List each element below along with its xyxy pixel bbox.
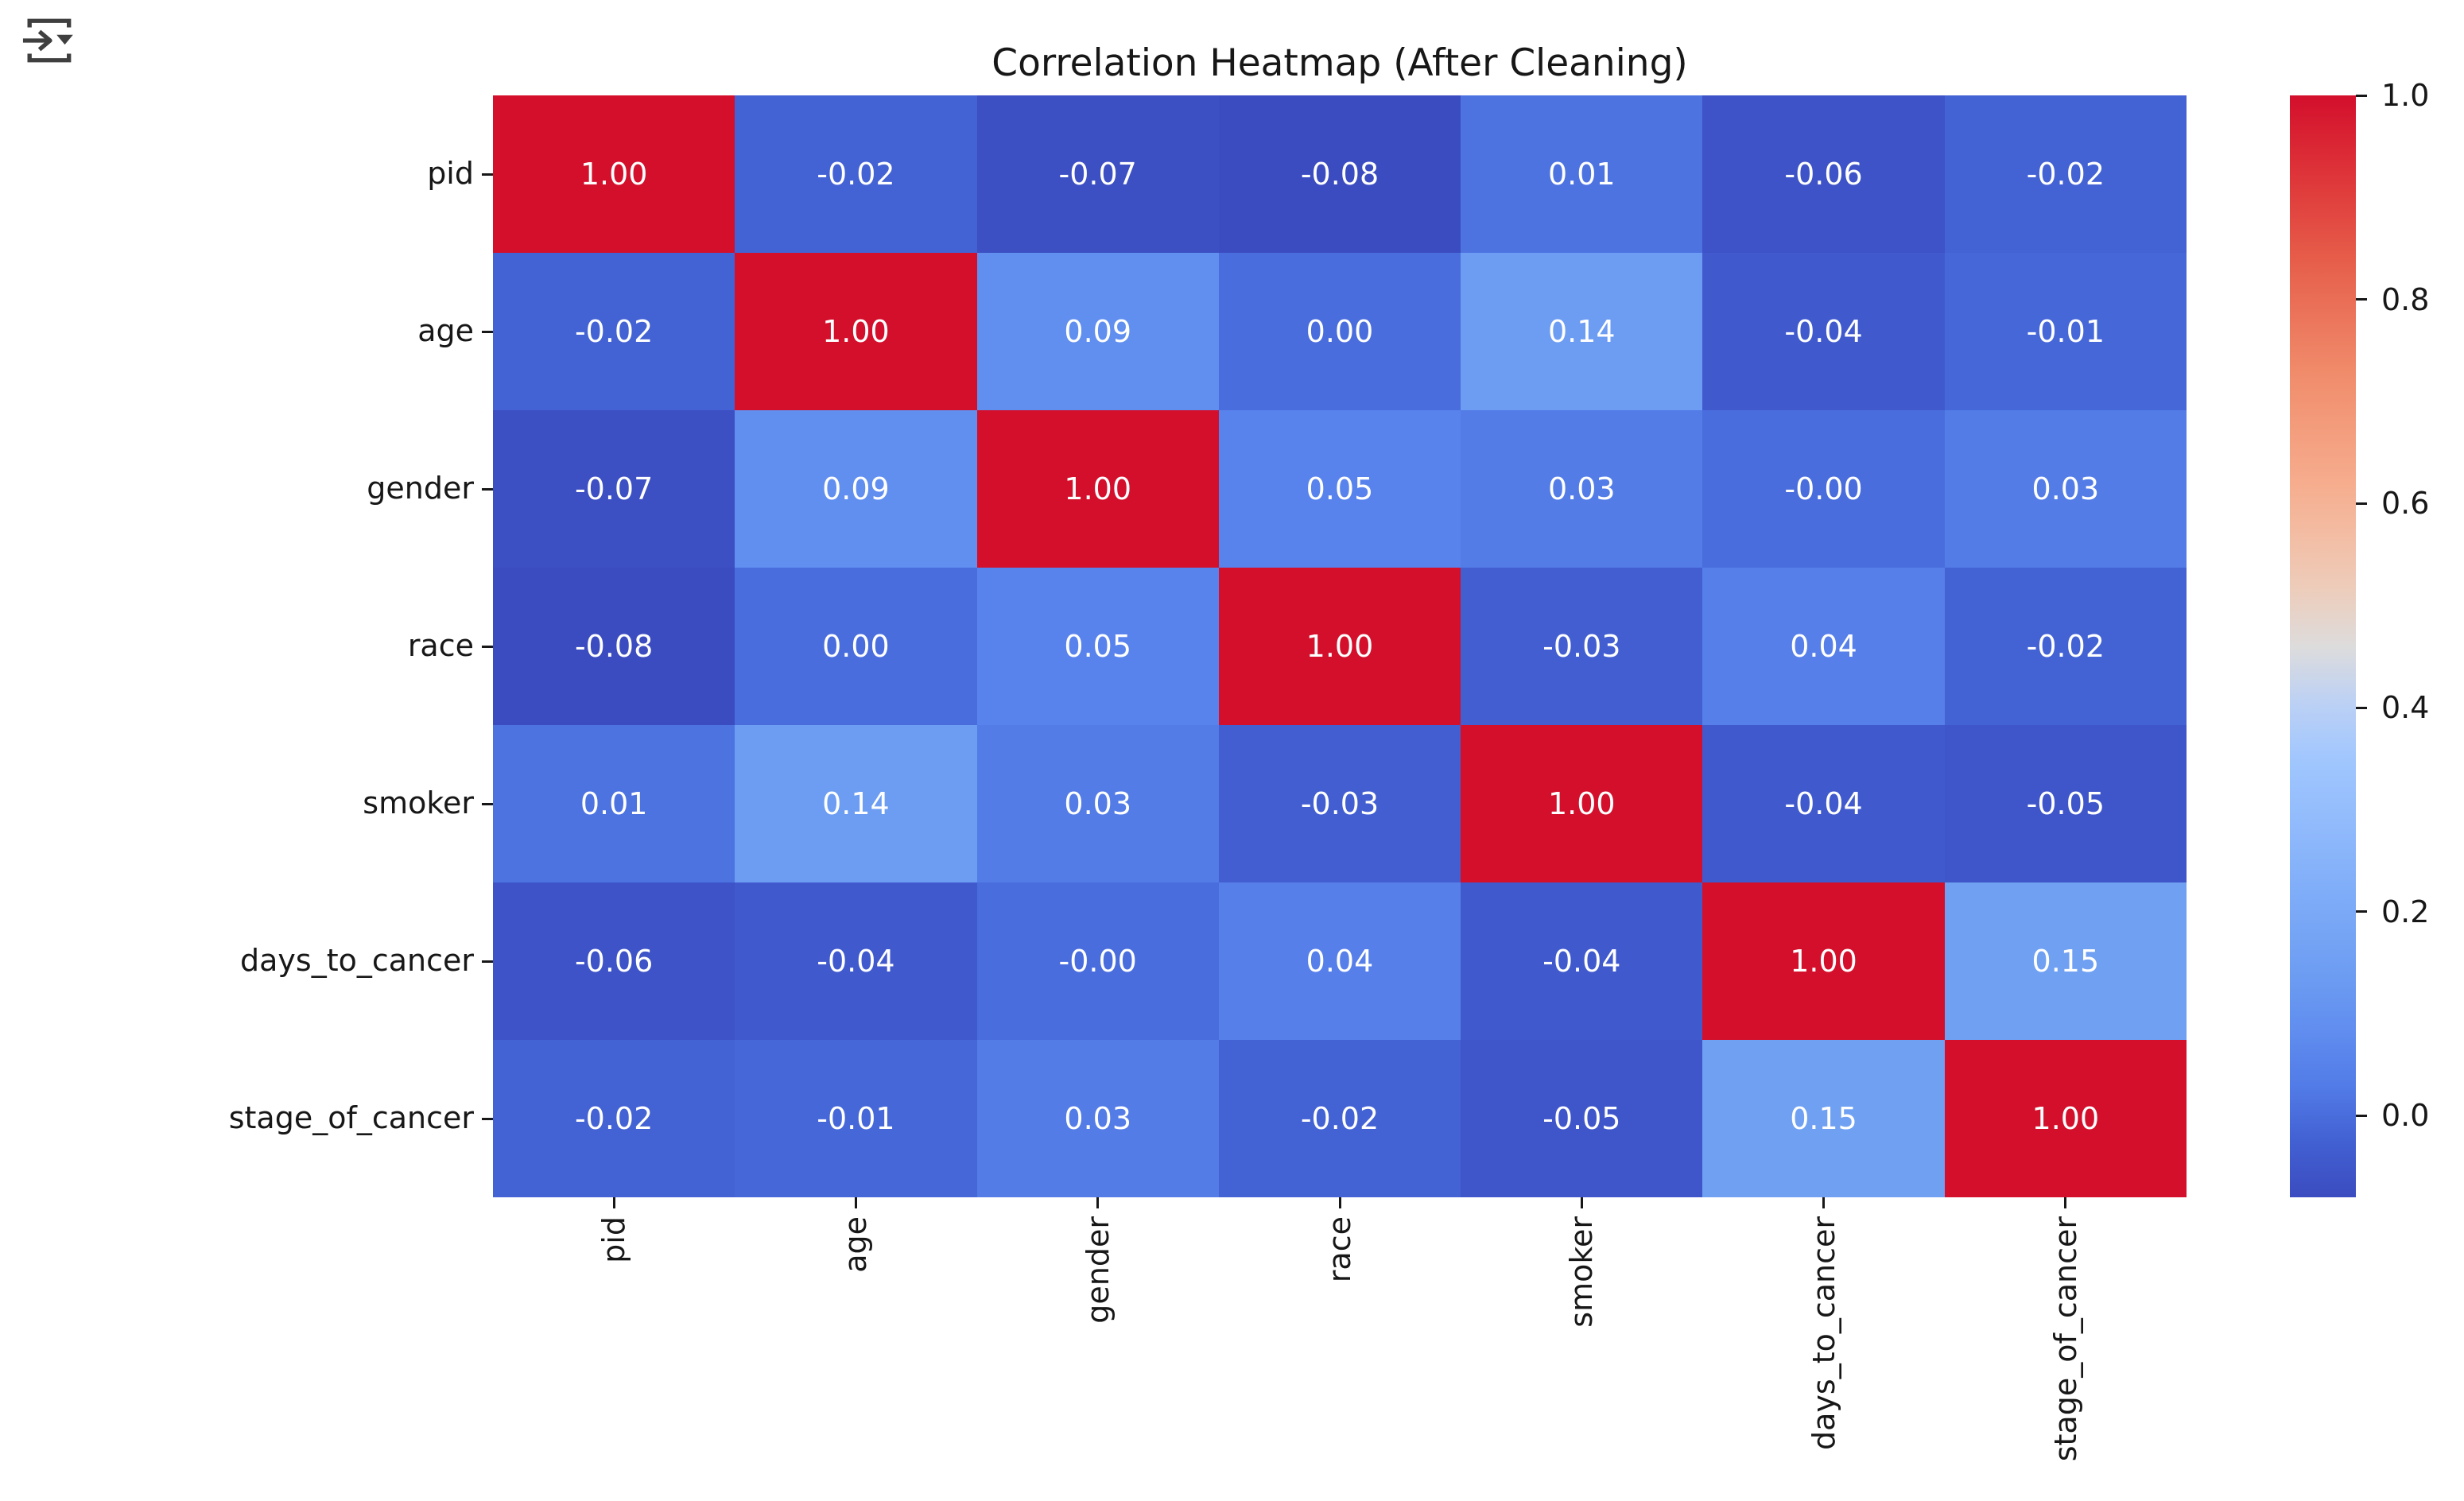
heatmap-cell-race-days_to_cancer: 0.04 bbox=[1702, 568, 1945, 725]
heatmap-cell-age-days_to_cancer: -0.04 bbox=[1702, 253, 1945, 410]
y-tick-label-age: age bbox=[417, 313, 474, 349]
heatmap-cell-race-pid: -0.08 bbox=[493, 568, 735, 725]
y-tick-label-days_to_cancer: days_to_cancer bbox=[240, 943, 474, 979]
heatmap-cell-gender-gender: 1.00 bbox=[976, 410, 1219, 568]
y-tick-label-race: race bbox=[407, 628, 474, 664]
colorbar-tick-label: 1.0 bbox=[2381, 78, 2430, 113]
colorbar-tick bbox=[2356, 298, 2367, 301]
colorbar-tick-label: 0.6 bbox=[2381, 486, 2430, 522]
heatmap-plot: 1.00 -0.02 -0.07 -0.08 0.01 -0.06 -0.02 -0.02 1.… bbox=[493, 95, 2187, 1197]
y-axis-tick bbox=[482, 173, 493, 176]
x-axis-tick bbox=[1338, 1197, 1341, 1208]
heatmap-cell-stage_of_cancer-smoker: -0.05 bbox=[1461, 1040, 1703, 1197]
x-axis-tick bbox=[2064, 1197, 2067, 1208]
y-tick-label-pid: pid bbox=[427, 156, 474, 192]
colorbar-tick bbox=[2356, 910, 2367, 913]
chart-title: Correlation Heatmap (After Cleaning) bbox=[991, 41, 1688, 85]
colorbar-tick-label: 0.0 bbox=[2381, 1098, 2430, 1134]
x-axis-tick bbox=[1096, 1197, 1100, 1208]
x-tick-label-age: age bbox=[838, 1216, 874, 1273]
colorbar-tick-label: 0.4 bbox=[2381, 690, 2430, 725]
heatmap-cell-age-gender: 0.09 bbox=[976, 253, 1219, 410]
heatmap-cell-smoker-race: -0.03 bbox=[1218, 725, 1461, 882]
heatmap-cell-race-race: 1.00 bbox=[1218, 568, 1461, 725]
y-axis-tick bbox=[482, 645, 493, 648]
x-tick-label-pid: pid bbox=[596, 1216, 632, 1263]
heatmap-cell-gender-race: 0.05 bbox=[1218, 410, 1461, 568]
y-axis-tick bbox=[482, 487, 493, 491]
y-axis-tick bbox=[482, 1117, 493, 1120]
x-tick-label-days_to_cancer: days_to_cancer bbox=[1806, 1216, 1841, 1450]
heatmap-cell-gender-days_to_cancer: -0.00 bbox=[1702, 410, 1945, 568]
heatmap-cell-pid-stage_of_cancer: -0.02 bbox=[1944, 95, 2187, 253]
heatmap-cell-smoker-days_to_cancer: -0.04 bbox=[1702, 725, 1945, 882]
y-axis-tick bbox=[482, 802, 493, 805]
heatmap-cell-pid-pid: 1.00 bbox=[493, 95, 735, 253]
heatmap-cell-smoker-pid: 0.01 bbox=[493, 725, 735, 882]
heatmap-cell-smoker-age: 0.14 bbox=[735, 725, 977, 882]
heatmap-cell-smoker-smoker: 1.00 bbox=[1461, 725, 1703, 882]
y-axis-tick bbox=[482, 960, 493, 963]
heatmap-cell-smoker-stage_of_cancer: -0.05 bbox=[1944, 725, 2187, 882]
heatmap-cell-days_to_cancer-days_to_cancer: 1.00 bbox=[1702, 882, 1945, 1040]
heatmap-cell-gender-age: 0.09 bbox=[735, 410, 977, 568]
colorbar-tick bbox=[2356, 1114, 2367, 1117]
heatmap-cell-pid-days_to_cancer: -0.06 bbox=[1702, 95, 1945, 253]
heatmap-cell-pid-age: -0.02 bbox=[735, 95, 977, 253]
y-tick-label-smoker: smoker bbox=[363, 785, 474, 821]
heatmap-cell-stage_of_cancer-stage_of_cancer: 1.00 bbox=[1944, 1040, 2187, 1197]
heatmap-cell-age-smoker: 0.14 bbox=[1461, 253, 1703, 410]
colorbar bbox=[2290, 95, 2356, 1197]
heatmap-cell-stage_of_cancer-pid: -0.02 bbox=[493, 1040, 735, 1197]
heatmap-cell-race-smoker: -0.03 bbox=[1461, 568, 1703, 725]
heatmap-cell-race-age: 0.00 bbox=[735, 568, 977, 725]
heatmap-cell-race-stage_of_cancer: -0.02 bbox=[1944, 568, 2187, 725]
y-tick-label-stage_of_cancer: stage_of_cancer bbox=[228, 1100, 474, 1136]
colorbar-tick bbox=[2356, 706, 2367, 709]
heatmap-cell-gender-stage_of_cancer: 0.03 bbox=[1944, 410, 2187, 568]
heatmap-cell-age-stage_of_cancer: -0.01 bbox=[1944, 253, 2187, 410]
heatmap-cell-days_to_cancer-gender: -0.00 bbox=[976, 882, 1219, 1040]
heatmap-cell-gender-pid: -0.07 bbox=[493, 410, 735, 568]
heatmap-cell-stage_of_cancer-gender: 0.03 bbox=[976, 1040, 1219, 1197]
heatmap-cell-days_to_cancer-stage_of_cancer: 0.15 bbox=[1944, 882, 2187, 1040]
colorbar-tick bbox=[2356, 94, 2367, 97]
x-axis-tick bbox=[612, 1197, 615, 1208]
heatmap-cell-pid-race: -0.08 bbox=[1218, 95, 1461, 253]
x-axis-tick bbox=[1580, 1197, 1583, 1208]
x-tick-label-gender: gender bbox=[1080, 1216, 1116, 1324]
x-axis-tick bbox=[1822, 1197, 1826, 1208]
heatmap-cell-days_to_cancer-pid: -0.06 bbox=[493, 882, 735, 1040]
heatmap-cell-days_to_cancer-race: 0.04 bbox=[1218, 882, 1461, 1040]
x-tick-label-race: race bbox=[1322, 1216, 1357, 1283]
heatmap-cell-pid-gender: -0.07 bbox=[976, 95, 1219, 253]
heatmap-cell-age-pid: -0.02 bbox=[493, 253, 735, 410]
heatmap-cell-pid-smoker: 0.01 bbox=[1461, 95, 1703, 253]
colorbar-tick bbox=[2356, 502, 2367, 505]
heatmap-cell-stage_of_cancer-days_to_cancer: 0.15 bbox=[1702, 1040, 1945, 1197]
colorbar-tick-label: 0.2 bbox=[2381, 894, 2430, 929]
output-options-button[interactable] bbox=[21, 14, 83, 70]
y-axis-tick bbox=[482, 330, 493, 333]
x-tick-label-stage_of_cancer: stage_of_cancer bbox=[2047, 1216, 2083, 1462]
heatmap-cell-stage_of_cancer-age: -0.01 bbox=[735, 1040, 977, 1197]
x-tick-label-smoker: smoker bbox=[1564, 1216, 1600, 1328]
heatmap-cell-gender-smoker: 0.03 bbox=[1461, 410, 1703, 568]
heatmap-cell-stage_of_cancer-race: -0.02 bbox=[1218, 1040, 1461, 1197]
y-tick-label-gender: gender bbox=[367, 471, 474, 506]
heatmap-cell-age-race: 0.00 bbox=[1218, 253, 1461, 410]
heatmap-cell-days_to_cancer-age: -0.04 bbox=[735, 882, 977, 1040]
x-axis-tick bbox=[854, 1197, 857, 1208]
heatmap-cell-smoker-gender: 0.03 bbox=[976, 725, 1219, 882]
heatmap-cell-age-age: 1.00 bbox=[735, 253, 977, 410]
heatmap-cell-days_to_cancer-smoker: -0.04 bbox=[1461, 882, 1703, 1040]
notebook-output-options-icon bbox=[22, 18, 73, 63]
heatmap-cell-race-gender: 0.05 bbox=[976, 568, 1219, 725]
colorbar-tick-label: 0.8 bbox=[2381, 281, 2430, 317]
